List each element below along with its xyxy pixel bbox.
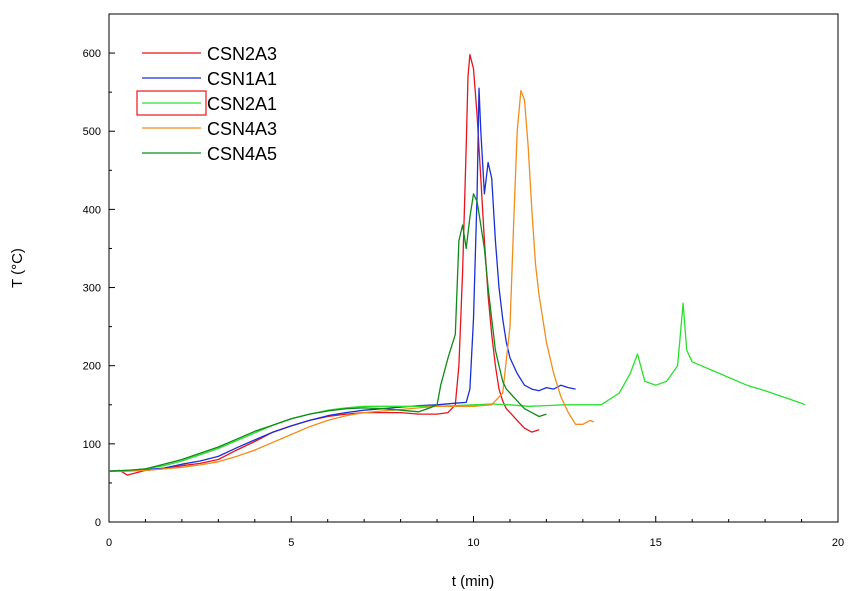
x-tick-label: 0 (106, 537, 112, 549)
legend-label: CSN2A1 (207, 94, 277, 114)
y-tick-label: 400 (83, 204, 101, 216)
y-tick-label: 200 (83, 361, 101, 373)
series-line-csn2a1 (108, 302, 806, 472)
series-layer (108, 53, 806, 476)
x-tick-label: 15 (650, 537, 662, 549)
y-axis-title: T (°C) (9, 248, 26, 288)
legend: CSN2A3 CSN1A1 CSN2A1 CSN4A3 CSN4A5 (136, 44, 277, 164)
y-tick-label: 0 (95, 517, 101, 529)
y-tick-label: 100 (83, 439, 101, 451)
x-axis-title: t (min) (452, 573, 495, 590)
x-tick-label: 10 (467, 537, 479, 549)
series-line-csn4a3 (109, 89, 595, 472)
y-tick-label: 300 (83, 283, 101, 295)
x-axis-ticks: 0 5 10 15 20 (106, 516, 844, 549)
y-axis-ticks: 0 100 200 300 400 500 600 (83, 48, 115, 529)
y-tick-label: 500 (83, 126, 101, 138)
legend-highlight-box (136, 90, 207, 116)
series-line-csn4a5 (108, 193, 547, 472)
legend-label: CSN4A3 (207, 119, 277, 139)
x-tick-label: 5 (288, 537, 294, 549)
legend-label: CSN4A5 (207, 144, 277, 164)
plot-frame (108, 13, 839, 523)
x-tick-label: 20 (832, 537, 844, 549)
series-line-csn1a1 (108, 87, 576, 472)
y-tick-label: 600 (83, 48, 101, 60)
legend-label: CSN1A1 (207, 69, 277, 89)
series-line-csn2a3 (108, 53, 540, 476)
legend-label: CSN2A3 (207, 44, 277, 64)
